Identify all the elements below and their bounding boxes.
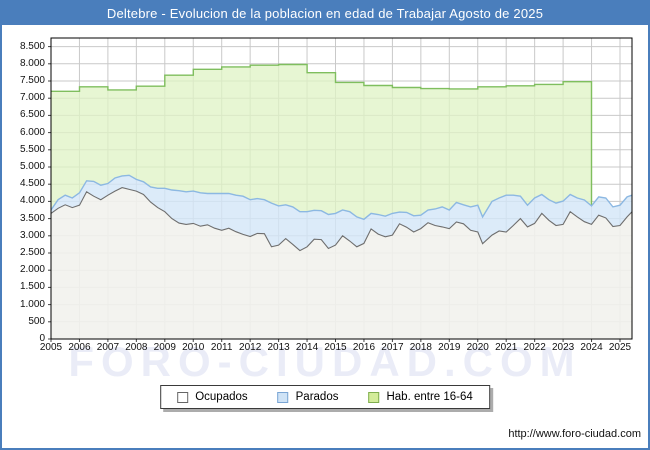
y-tick-label: 5.500 xyxy=(19,143,45,155)
y-tick-label: 7.500 xyxy=(19,75,45,86)
legend-label-ocupados: Ocupados xyxy=(195,391,248,403)
y-tick-label: 500 xyxy=(28,315,45,327)
y-tick-label: 1.000 xyxy=(19,298,45,310)
legend-item-parados: Parados xyxy=(277,391,339,403)
x-tick-label: 2016 xyxy=(352,342,376,353)
x-tick-label: 2023 xyxy=(551,342,575,353)
legend-label-parados: Parados xyxy=(295,391,339,403)
y-tick-label: 7.000 xyxy=(19,92,45,104)
ocupados-swatch-icon xyxy=(177,391,189,403)
x-tick-label: 2024 xyxy=(580,342,603,353)
chart-title: Deltebre - Evolucion de la poblacion en … xyxy=(106,6,544,21)
x-tick-label: 2021 xyxy=(495,342,518,353)
legend-item-ocupados: Ocupados xyxy=(177,391,248,403)
legend-label-hab-16-64: Hab. entre 16-64 xyxy=(386,391,473,403)
x-tick-label: 2020 xyxy=(466,342,489,353)
x-tick-label: 2011 xyxy=(210,342,233,353)
x-tick-label: 2018 xyxy=(409,342,432,353)
x-tick-label: 2009 xyxy=(153,342,176,353)
y-tick-label: 2.500 xyxy=(19,247,45,258)
source-url: http://www.foro-ciudad.com xyxy=(508,428,641,440)
x-tick-label: 2015 xyxy=(324,342,347,353)
x-tick-label: 2007 xyxy=(96,342,120,353)
chart-legend: Ocupados Parados Hab. entre 16-64 xyxy=(160,385,490,409)
y-tick-label: 1.500 xyxy=(19,281,45,293)
y-tick-label: 3.500 xyxy=(19,212,45,224)
x-tick-label: 2010 xyxy=(182,342,205,353)
x-tick-label: 2019 xyxy=(438,342,461,353)
x-tick-label: 2008 xyxy=(125,342,148,353)
y-tick-label: 2.000 xyxy=(19,264,45,276)
y-tick-label: 4.500 xyxy=(19,178,45,190)
y-tick-label: 8.500 xyxy=(19,40,45,52)
x-tick-label: 2017 xyxy=(381,342,404,353)
x-tick-label: 2013 xyxy=(267,342,290,353)
y-tick-label: 3.000 xyxy=(19,229,45,241)
x-tick-label: 2005 xyxy=(39,342,63,353)
foro-ciudad-watermark: FORO-CIUDAD.COM xyxy=(68,338,582,385)
y-tick-label: 0 xyxy=(39,333,45,344)
y-tick-label: 6.500 xyxy=(19,109,45,121)
legend-item-hab-16-64: Hab. entre 16-64 xyxy=(368,391,473,403)
y-tick-label: 4.000 xyxy=(19,195,45,207)
x-tick-label: 2006 xyxy=(68,342,91,353)
parados-swatch-icon xyxy=(277,391,289,403)
x-tick-label: 2014 xyxy=(295,342,319,353)
y-tick-label: 5.000 xyxy=(19,161,45,172)
x-tick-label: 2012 xyxy=(239,342,262,353)
chart-title-bar: Deltebre - Evolucion de la poblacion en … xyxy=(2,2,648,25)
y-tick-label: 8.000 xyxy=(19,57,45,69)
x-tick-label: 2022 xyxy=(523,342,546,353)
y-tick-label: 6.000 xyxy=(19,126,45,138)
hab-16-64-swatch-icon xyxy=(368,391,380,403)
x-tick-label: 2025 xyxy=(608,342,632,353)
